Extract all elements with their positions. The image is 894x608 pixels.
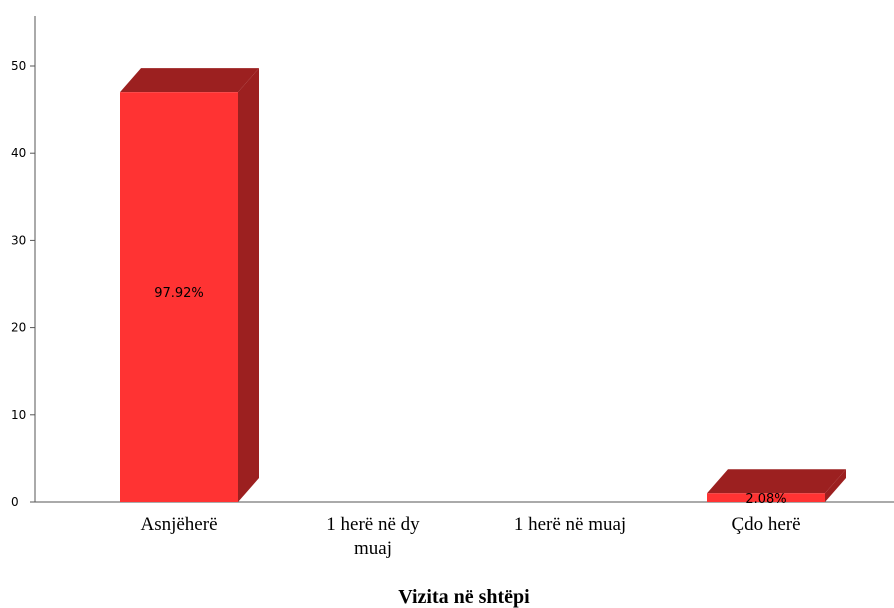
category-labels: Asnjëherë 1 herë në dy muaj 1 herë në muaj Ç… [140,514,800,559]
x-category-label: Asnjëherë [140,514,217,535]
y-tick-label: 20 [11,321,26,335]
y-tick-label: 0 [11,495,19,509]
bar-top [120,68,259,93]
bar-side [825,469,846,502]
bars: 97.92% 2.08% [120,68,846,507]
bar-data-label: 2.08% [745,492,786,507]
y-ticks: 0 10 20 30 40 50 [11,59,35,509]
y-tick-label: 10 [11,408,26,422]
y-tick-label: 50 [11,59,26,73]
x-axis-title: Vizita në shtëpi [398,586,530,608]
bar-side [238,68,259,502]
y-tick-label: 30 [11,233,26,247]
bar-front [707,493,825,502]
bar-top [707,469,846,494]
x-category-label: 1 herë në muaj [514,514,626,535]
x-category-label: 1 herë në dy muaj [326,514,420,559]
bar-front [120,92,238,502]
bar: 97.92% [120,68,259,502]
bar: 2.08% [707,469,846,507]
y-tick-label: 40 [11,146,26,160]
x-category-label: Çdo herë [731,514,800,535]
bar-data-label: 97.92% [154,286,204,301]
